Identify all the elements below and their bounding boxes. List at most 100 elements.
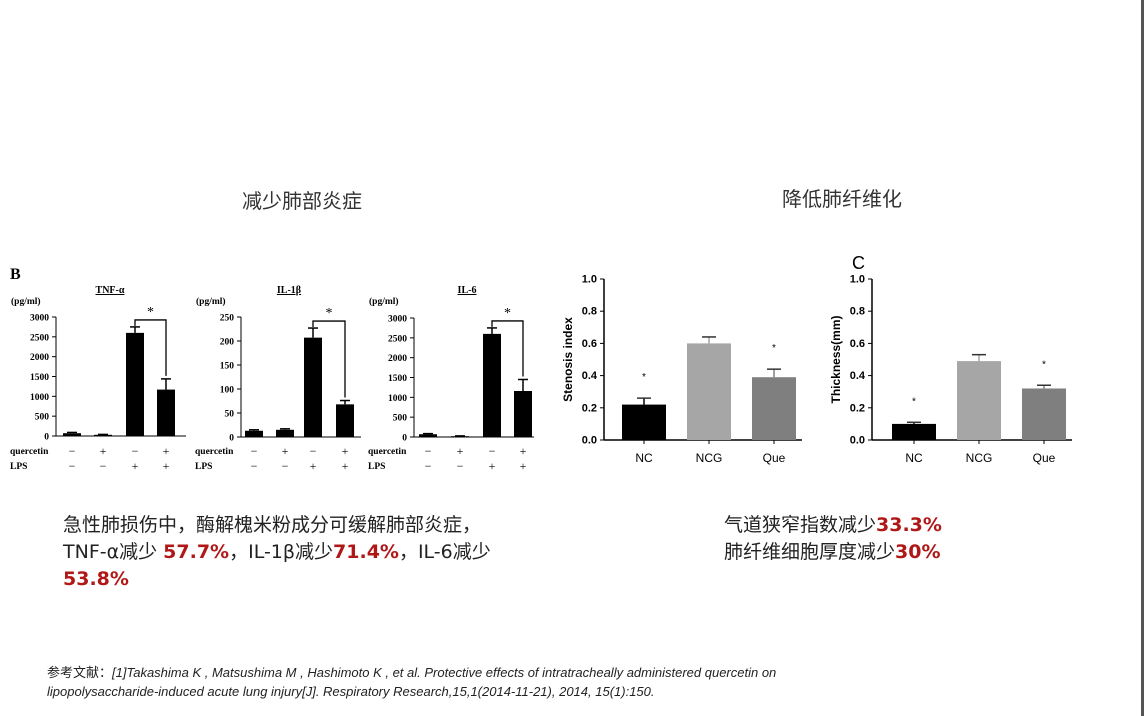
y-tick-label: 0.6 (850, 338, 865, 350)
y-tick-label: 0.2 (582, 402, 597, 414)
y-tick-label: 250 (220, 314, 235, 324)
thickness-value: 30% (895, 541, 941, 563)
y-tick-label: 2000 (30, 353, 49, 363)
slide-edge (1141, 0, 1144, 716)
quercetin-sign: − (69, 444, 76, 458)
stenosis-value: 33.3% (876, 514, 942, 536)
right-summary: 气道狭窄指数减少33.3% 肺纤维细胞厚度减少30% (724, 512, 942, 566)
significance-bracket (491, 320, 524, 377)
significance-star: * (147, 305, 154, 320)
y-tick-label: 0.4 (582, 370, 598, 382)
lps-label: LPS (10, 462, 27, 472)
y-tick-label: 500 (393, 414, 408, 424)
y-tick-label: 0 (44, 433, 49, 443)
quercetin-sign: + (282, 444, 289, 458)
reference: 参考文献：[1]Takashima K , Matsushima M , Has… (47, 663, 776, 701)
lps-sign: − (100, 459, 107, 473)
quercetin-sign: − (489, 444, 496, 458)
y-tick-label: 3000 (388, 315, 407, 325)
y-unit-label: (pg/ml) (11, 296, 41, 307)
y-tick-label: 0.8 (850, 306, 865, 318)
bar (304, 337, 322, 437)
y-tick-label: 2500 (388, 334, 407, 344)
lps-sign: − (425, 459, 432, 473)
bar (892, 423, 936, 440)
bar (752, 377, 796, 440)
y-tick-label: 200 (220, 338, 235, 348)
significance-star: * (326, 306, 333, 321)
y-tick-label: 1.0 (582, 274, 597, 286)
bar (622, 404, 666, 440)
x-tick-label: NC (905, 451, 923, 465)
significance-star: * (1042, 359, 1046, 370)
x-tick-label: NCG (696, 451, 723, 465)
stenosis-label: 气道狭窄指数减少 (724, 514, 877, 536)
y-unit-label: (pg/ml) (196, 296, 226, 307)
lps-label: LPS (368, 462, 385, 472)
y-tick-label: 0 (229, 434, 234, 444)
quercetin-label: quercetin (10, 447, 49, 457)
y-tick-label: 0.0 (582, 435, 597, 447)
y-tick-label: 100 (220, 386, 235, 396)
y-tick-label: 2000 (388, 354, 407, 364)
x-tick-label: Que (763, 451, 786, 465)
y-tick-label: 1500 (30, 373, 49, 383)
x-tick-label: Que (1033, 451, 1056, 465)
x-tick-label: NCG (966, 451, 993, 465)
significance-bracket (134, 319, 167, 376)
tnf-label: TNF-α减少 (63, 541, 164, 563)
significance-bracket (312, 320, 346, 398)
left-heading: 减少肺部炎症 (242, 189, 362, 213)
y-tick-label: 2500 (30, 333, 49, 343)
y-unit-label: (pg/ml) (369, 296, 399, 307)
lps-sign: − (282, 459, 289, 473)
bar (126, 332, 144, 436)
il1-value: 71.4% (333, 541, 399, 563)
quercetin-label: quercetin (195, 447, 234, 457)
significance-star: * (912, 396, 916, 407)
bar (63, 433, 81, 436)
y-tick-label: 150 (220, 362, 235, 372)
quercetin-sign: + (100, 444, 107, 458)
thickness-label: 肺纤维细胞厚度减少 (724, 541, 896, 563)
lps-label: LPS (195, 462, 212, 472)
tnf-value: 57.7% (163, 541, 230, 563)
quercetin-sign: − (132, 444, 139, 458)
y-tick-label: 0.6 (582, 338, 597, 350)
lps-sign: + (520, 459, 527, 473)
bar (419, 434, 437, 437)
y-axis-label: Thickness(mm) (829, 315, 843, 403)
bar (276, 429, 294, 437)
lps-sign: + (489, 459, 496, 473)
y-tick-label: 3000 (30, 314, 49, 324)
bar (687, 343, 731, 440)
il6-value: 53.8% (63, 568, 129, 590)
il6-label: ，IL-6减少 (398, 541, 491, 563)
quercetin-label: quercetin (368, 447, 407, 457)
y-tick-label: 1000 (30, 393, 49, 403)
y-axis-label: Stenosis index (561, 317, 575, 402)
bar (336, 404, 354, 437)
quercetin-sign: + (520, 444, 527, 458)
lps-sign: − (457, 459, 464, 473)
y-tick-label: 0.2 (850, 402, 865, 414)
bar (514, 390, 532, 437)
il1-label: ，IL-1β减少 (229, 541, 334, 563)
y-tick-label: 0 (402, 434, 407, 444)
reference-label: 参考文献： (47, 665, 113, 680)
chart-title: IL-1β (277, 285, 301, 296)
chart-title: IL-6 (458, 285, 477, 296)
y-tick-label: 1500 (388, 374, 407, 384)
bar (157, 389, 175, 436)
bar (94, 434, 112, 436)
quercetin-sign: + (342, 444, 349, 458)
panel-b-label: B (10, 266, 21, 283)
y-tick-label: 50 (225, 410, 235, 420)
reference-line1: [1]Takashima K , Matsushima M , Hashimot… (112, 665, 777, 680)
significance-star: * (772, 343, 776, 354)
bar (483, 333, 501, 437)
quercetin-sign: + (457, 444, 464, 458)
lps-sign: + (132, 459, 139, 473)
lps-sign: − (251, 459, 258, 473)
